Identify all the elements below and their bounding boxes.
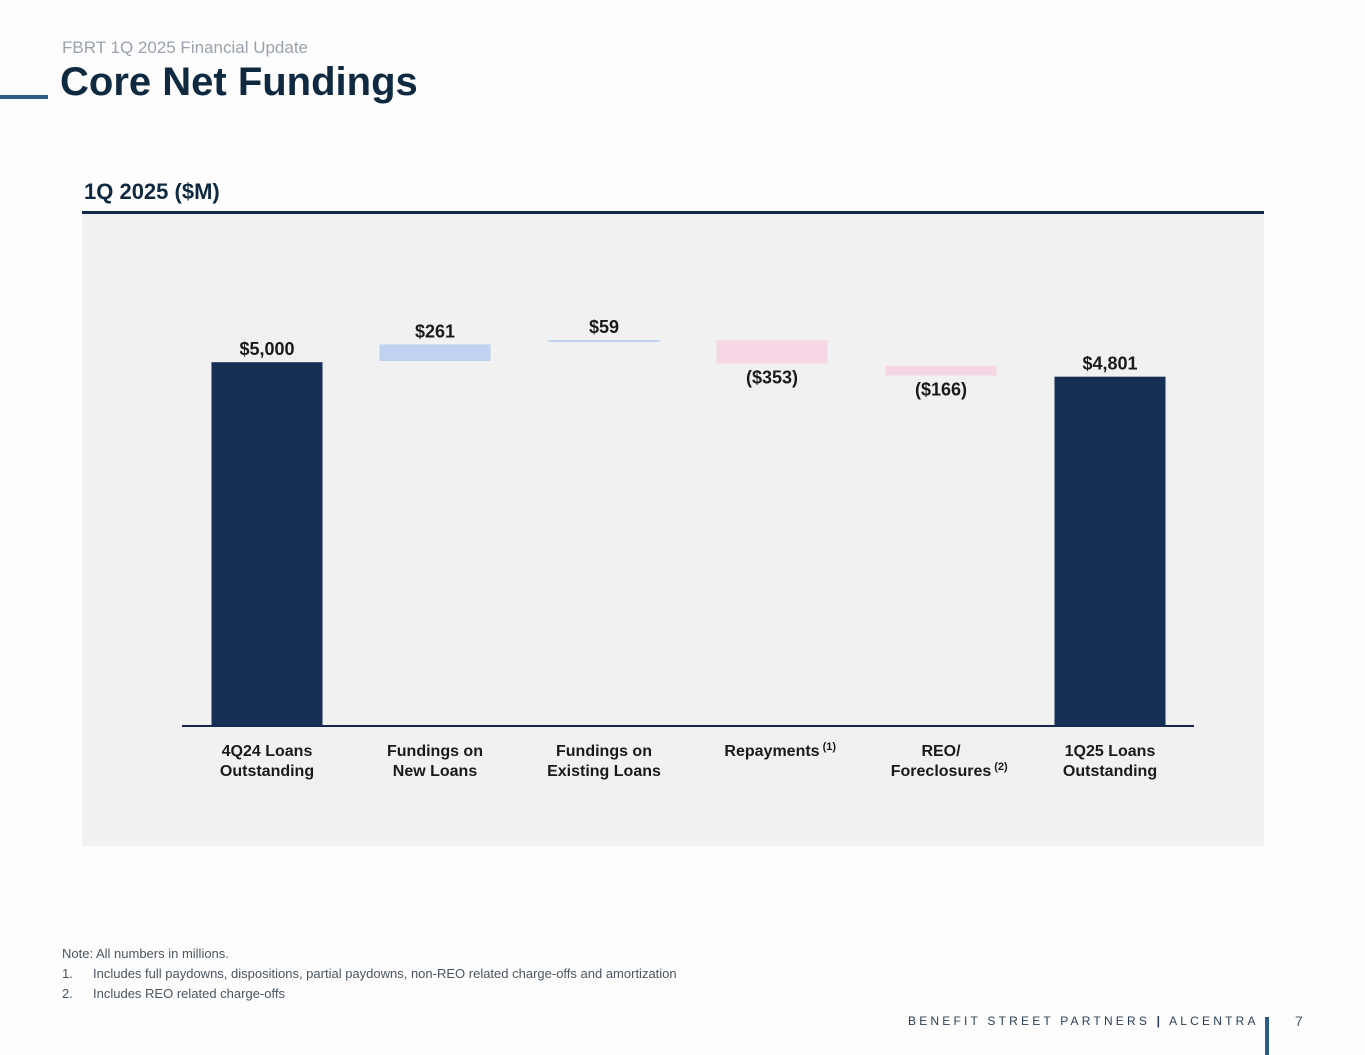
note-row: 1. Includes full paydowns, dispositions,… [62, 964, 677, 984]
waterfall-chart: $5,000 4Q24 Loans Outstanding $261 Fundings … [182, 317, 1194, 780]
footer-accent-bar [1265, 1017, 1269, 1055]
category-label-5-1: Outstanding [1063, 763, 1157, 780]
bar-5 [1054, 376, 1166, 726]
note-row: 2. Includes REO related charge-offs [62, 984, 677, 1004]
chart-panel: $5,000 4Q24 Loans Outstanding $261 Fundings … [82, 214, 1264, 846]
bar-3 [716, 340, 828, 364]
category-label-0-1: Outstanding [220, 763, 314, 780]
category-footnote-ref-4: (2) [994, 761, 1008, 773]
title-accent-line [0, 95, 48, 99]
note-number: 1. [62, 966, 73, 981]
category-footnote-ref-3: (1) [823, 741, 837, 753]
footer-separator: | [1156, 1014, 1164, 1028]
note-text: Includes full paydowns, dispositions, pa… [93, 966, 677, 981]
category-label-2-0: Fundings on [556, 743, 652, 760]
category-label-1-1: New Loans [393, 763, 478, 780]
page-number: 7 [1295, 1013, 1303, 1029]
data-label-1: $261 [415, 321, 455, 341]
section-rule [82, 211, 1264, 214]
footer-brand: BENEFIT STREET PARTNERS | ALCENTRA [908, 1014, 1259, 1028]
notes: Note: All numbers in millions. 1. Includ… [62, 944, 677, 1004]
bar-2 [548, 340, 660, 343]
category-label-3-0: Repayments [724, 743, 819, 760]
note-number: 2. [62, 986, 73, 1001]
bar-1 [379, 344, 491, 362]
page-title: Core Net Fundings [60, 60, 418, 104]
section-label: 1Q 2025 ($M) [84, 179, 220, 204]
category-label-1-0: Fundings on [387, 743, 483, 760]
bar-0 [211, 362, 323, 726]
data-label-2: $59 [589, 317, 619, 337]
header-subtitle: FBRT 1Q 2025 Financial Update [62, 38, 309, 57]
footer-brand-left: BENEFIT STREET PARTNERS [908, 1014, 1151, 1028]
note-text: Includes REO related charge-offs [93, 986, 285, 1001]
category-label-4-0: REO/ [921, 743, 961, 760]
category-label-2-1: Existing Loans [547, 763, 661, 780]
data-label-3: ($353) [746, 367, 798, 387]
note-intro: Note: All numbers in millions. [62, 946, 229, 961]
data-label-0: $5,000 [239, 339, 294, 359]
bar-4 [885, 365, 997, 376]
data-label-4: ($166) [915, 379, 967, 399]
footer-brand-right: ALCENTRA [1169, 1014, 1259, 1028]
data-label-5: $4,801 [1082, 354, 1137, 374]
category-label-4-1: Foreclosures [891, 763, 992, 780]
category-label-0-0: 4Q24 Loans [222, 743, 313, 760]
category-label-5-0: 1Q25 Loans [1065, 743, 1156, 760]
